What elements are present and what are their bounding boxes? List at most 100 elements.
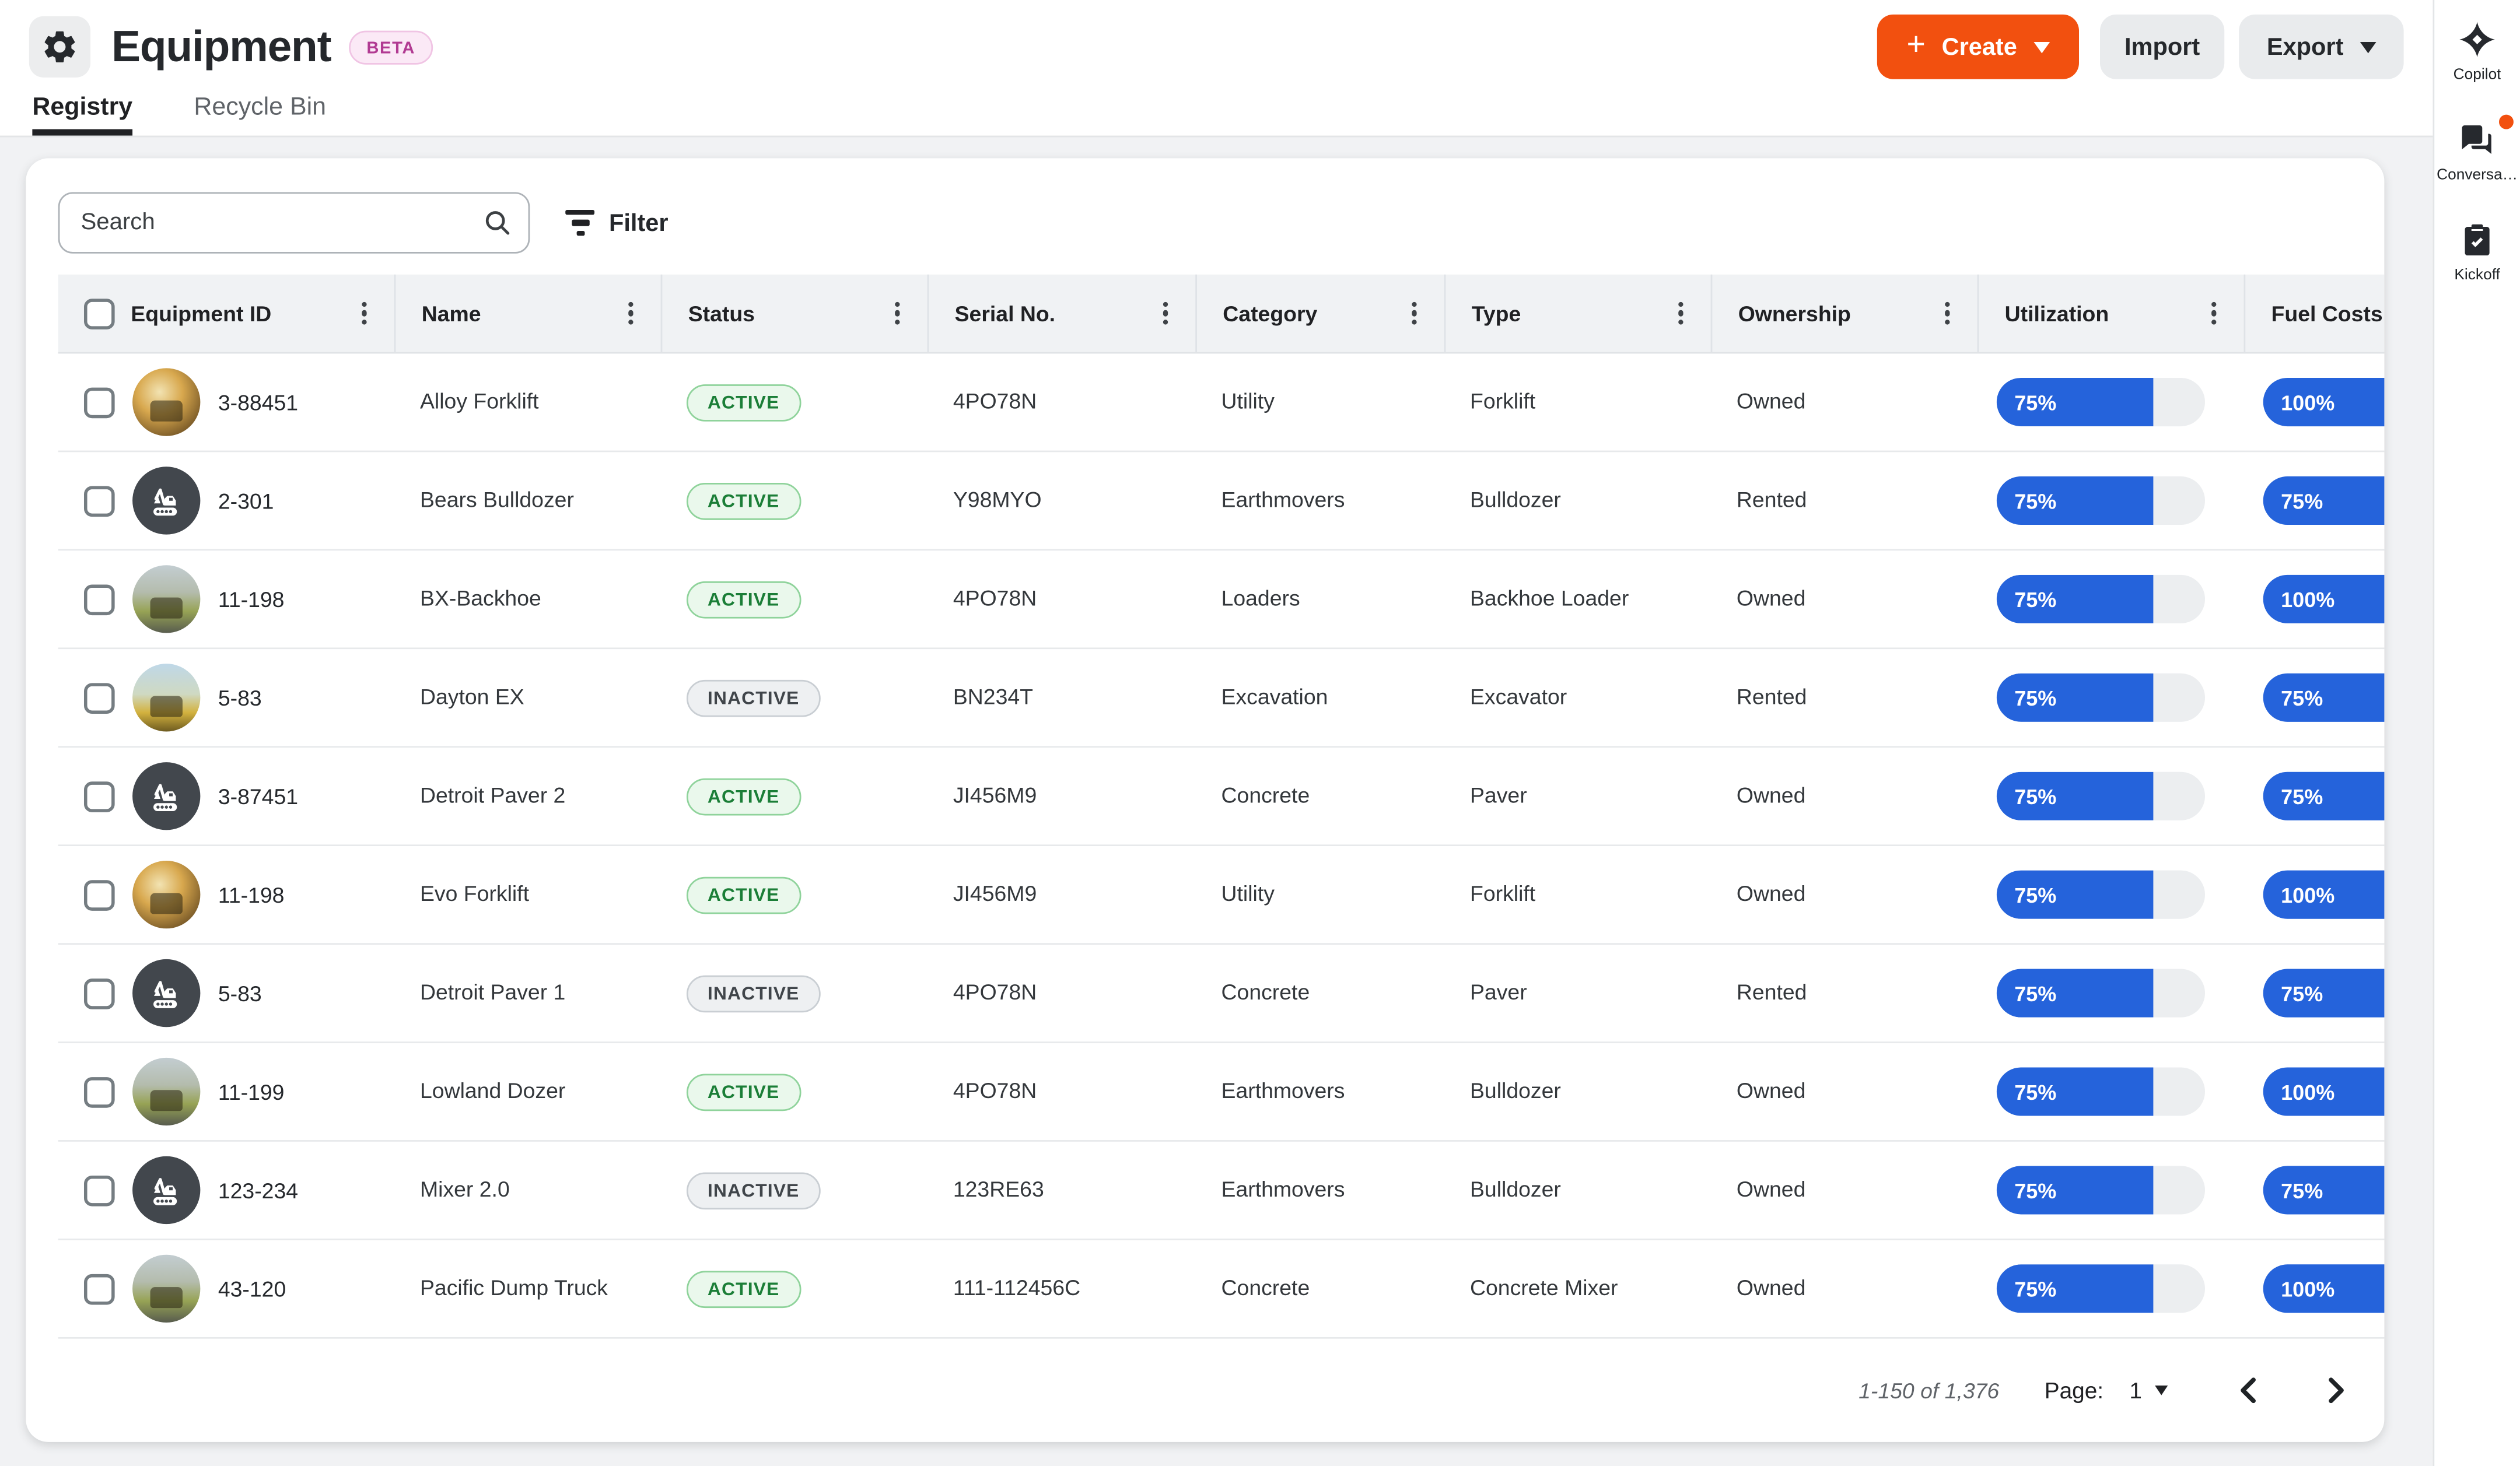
row-checkbox[interactable] (83, 1076, 115, 1107)
utilization-cell: 75% (1978, 1142, 2244, 1239)
excavator-avatar-icon (132, 762, 201, 830)
export-button[interactable]: Export (2239, 14, 2404, 79)
name-cell: Detroit Paver 1 (394, 945, 661, 1041)
table-row[interactable]: 3-88451 Alloy Forklift ACTIVE 4PO78N Utility… (58, 353, 2385, 453)
status-cell: INACTIVE (661, 649, 928, 746)
row-checkbox[interactable] (83, 1273, 115, 1304)
equipment-id-cell: 5-83 (58, 649, 394, 746)
fuel-costs-bar: 75% (2263, 1166, 2385, 1215)
chevron-down-icon (2033, 41, 2050, 52)
import-button[interactable]: Import (2099, 14, 2225, 79)
utilization-bar: 75% (1996, 870, 2205, 919)
category-cell: Loaders (1195, 550, 1444, 647)
tab-registry[interactable]: Registry (32, 94, 133, 136)
category-cell: Utility (1195, 846, 1444, 943)
column-header-category[interactable]: Category (1195, 274, 1444, 352)
equipment-photo-avatar (132, 368, 201, 436)
utilization-bar: 75% (1996, 969, 2205, 1018)
column-header-name[interactable]: Name (394, 274, 661, 352)
search-input[interactable] (58, 192, 530, 254)
ownership-cell: Rented (1711, 649, 1978, 746)
sidebar-item-label: Copilot (2453, 66, 2501, 84)
row-checkbox[interactable] (83, 879, 115, 910)
column-menu-kebab-icon[interactable] (1406, 297, 1421, 330)
column-menu-kebab-icon[interactable] (1940, 297, 1954, 330)
sidebar-item-copilot[interactable]: Copilot (2434, 19, 2520, 84)
column-header-fuel-costs[interactable]: Fuel Costs (2244, 274, 2384, 352)
equipment-table: Equipment ID Name Status Serial No. Category… (58, 274, 2385, 1339)
fuel-costs-cell: 75% (2244, 649, 2385, 746)
row-checkbox[interactable] (83, 387, 115, 418)
column-header-type[interactable]: Type (1444, 274, 1711, 352)
app-gear-button[interactable] (29, 16, 91, 78)
equipment-id-text: 11-198 (218, 587, 285, 612)
utilization-cell: 75% (1978, 550, 2244, 647)
page-select[interactable]: 1 (2129, 1377, 2168, 1403)
row-checkbox[interactable] (83, 977, 115, 1009)
table-row[interactable]: 123-234 Mixer 2.0 INACTIVE 123RE63 Earthmove… (58, 1141, 2385, 1240)
column-header-label: Ownership (1738, 301, 1851, 325)
table-row[interactable]: 43-120 Pacific Dump Truck ACTIVE 111-112456… (58, 1240, 2385, 1339)
table-body: 3-88451 Alloy Forklift ACTIVE 4PO78N Utility… (58, 353, 2385, 1339)
column-header-ownership[interactable]: Ownership (1710, 274, 1978, 352)
column-menu-kebab-icon[interactable] (2206, 297, 2221, 330)
beta-badge: BETA (348, 30, 433, 64)
column-header-serial-no[interactable]: Serial No. (927, 274, 1196, 352)
fuel-costs-cell: 100% (2244, 353, 2385, 450)
sidebar-item-kickoff[interactable]: Kickoff (2434, 220, 2520, 284)
ownership-cell-text: Rented (1736, 488, 1807, 513)
column-header-label: Name (421, 301, 481, 325)
table-row[interactable]: 11-198 Evo Forklift ACTIVE JI456M9 Utility Fo… (58, 846, 2385, 945)
type-cell: Bulldozer (1444, 452, 1711, 549)
fuel-costs-bar: 100% (2263, 377, 2385, 427)
table-row[interactable]: 3-87451 Detroit Paver 2 ACTIVE JI456M9 Concr… (58, 748, 2385, 847)
fuel-costs-cell: 75% (2244, 748, 2385, 844)
ownership-cell: Owned (1711, 1240, 1978, 1337)
row-checkbox[interactable] (83, 584, 115, 615)
filter-button[interactable]: Filter (565, 209, 668, 237)
utilization-bar: 75% (1996, 673, 2205, 722)
select-all-checkbox[interactable] (83, 297, 115, 329)
table-row[interactable]: 5-83 Detroit Paver 1 INACTIVE 4PO78N Concret… (58, 944, 2385, 1043)
fuel-costs-cell: 100% (2244, 846, 2385, 943)
type-cell-text: Forklift (1469, 882, 1536, 907)
ownership-cell: Owned (1711, 353, 1978, 450)
table-row[interactable]: 5-83 Dayton EX INACTIVE BN234T Excavation Exc… (58, 649, 2385, 748)
name-cell: Bears Bulldozer (394, 452, 661, 549)
fuel-costs-cell: 75% (2244, 452, 2385, 549)
fuel-costs-bar: 75% (2263, 673, 2385, 722)
status-cell: ACTIVE (661, 1043, 928, 1140)
column-menu-kebab-icon[interactable] (1673, 297, 1688, 330)
column-menu-kebab-icon[interactable] (890, 297, 904, 330)
tab-recycle-bin[interactable]: Recycle Bin (194, 93, 327, 121)
ownership-cell-text: Owned (1736, 1079, 1806, 1103)
utilization-cell: 75% (1978, 649, 2244, 746)
column-menu-kebab-icon[interactable] (623, 297, 638, 330)
column-header-utilization[interactable]: Utilization (1977, 274, 2244, 352)
utilization-bar-fill: 75% (1996, 969, 2153, 1018)
column-menu-kebab-icon[interactable] (1158, 297, 1172, 330)
serial-cell: BN234T (928, 649, 1196, 746)
row-checkbox[interactable] (83, 780, 115, 812)
main-area: Equipment BETA + Create Import Export (0, 0, 2432, 1466)
fuel-costs-cell: 75% (2244, 945, 2385, 1041)
table-row[interactable]: 2-301 Bears Bulldozer ACTIVE Y98MYO Earthmov… (58, 452, 2385, 551)
sidebar-item-conversa[interactable]: Conversa… (2434, 114, 2520, 184)
row-checkbox[interactable] (83, 1174, 115, 1206)
page-background: Filter Equipment ID Name Status Serial No. C… (0, 135, 2433, 1466)
equipment-id-cell: 11-199 (58, 1043, 394, 1140)
row-checkbox[interactable] (83, 682, 115, 713)
column-header-equipment-id[interactable]: Equipment ID (58, 275, 394, 352)
name-cell-text: Detroit Paver 2 (419, 783, 566, 808)
next-page-button[interactable] (2321, 1371, 2352, 1409)
create-button[interactable]: + Create (1877, 14, 2079, 79)
column-menu-kebab-icon[interactable] (356, 297, 371, 330)
table-row[interactable]: 11-198 BX-Backhoe ACTIVE 4PO78N Loaders Backh… (58, 550, 2385, 650)
column-header-status[interactable]: Status (660, 274, 928, 352)
previous-page-button[interactable] (2232, 1371, 2263, 1409)
chevron-right-icon (2329, 1377, 2344, 1404)
table-row[interactable]: 11-199 Lowland Dozer ACTIVE 4PO78N Earthmove… (58, 1043, 2385, 1142)
equipment-photo-avatar (132, 1057, 201, 1126)
status-badge: INACTIVE (686, 679, 821, 717)
row-checkbox[interactable] (83, 485, 115, 516)
